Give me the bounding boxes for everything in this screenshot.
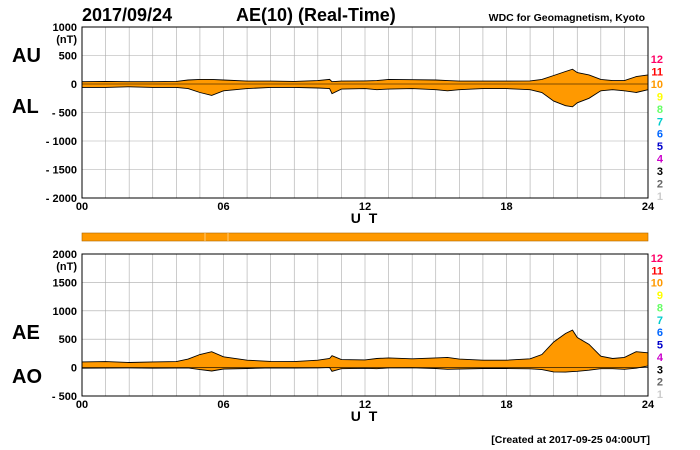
- station-legend-number: 3: [657, 364, 663, 376]
- station-legend-number: 1: [657, 389, 663, 401]
- y-tick-label: 0: [71, 363, 77, 375]
- x-tick-label: 12: [359, 399, 371, 411]
- chart-title: AE(10) (Real-Time): [236, 5, 396, 25]
- station-legend-number: 1: [657, 191, 663, 203]
- created-timestamp: [Created at 2017-09-25 04:00UT]: [491, 434, 650, 446]
- x-tick-label: 18: [500, 399, 512, 411]
- series-line-au: [81, 68, 649, 83]
- x-tick-label: 00: [76, 201, 88, 213]
- station-legend-number: 5: [657, 141, 663, 153]
- station-legend-number: 10: [651, 278, 663, 290]
- y-unit-label: (nT): [56, 261, 77, 273]
- y-tick-label: 0: [71, 79, 77, 91]
- x-tick-label: 12: [359, 201, 371, 213]
- x-axis-label: U T: [351, 210, 380, 226]
- side-label-ae: AE: [12, 322, 40, 344]
- station-bar: [81, 232, 649, 242]
- station-legend-number: 6: [657, 327, 663, 339]
- x-tick-label: 18: [500, 201, 512, 213]
- au-al-fill-area: [82, 69, 648, 107]
- station-legend-number: 5: [657, 340, 663, 352]
- station-legend-number: 11: [651, 265, 663, 277]
- station-legend-number: 4: [657, 352, 664, 364]
- y-tick-label: - 2000: [46, 193, 77, 205]
- source-label: WDC for Geomagnetism, Kyoto: [489, 12, 645, 24]
- y-tick-label: - 500: [52, 391, 77, 403]
- y-tick-label: 500: [59, 334, 77, 346]
- station-legend-number: 7: [657, 315, 663, 327]
- station-legend-number: 12: [651, 54, 663, 66]
- y-tick-label: 500: [59, 51, 77, 63]
- x-tick-label: 06: [217, 201, 229, 213]
- x-tick-label: 06: [217, 399, 229, 411]
- y-unit-label: (nT): [56, 34, 77, 46]
- ae-ao-fill-area: [82, 330, 648, 373]
- station-legend-number: 9: [657, 290, 663, 302]
- x-tick-label: 24: [642, 399, 655, 411]
- station-legend-number: 12: [651, 253, 663, 265]
- station-legend-number: 6: [657, 129, 663, 141]
- au-al-panel: 1000 500 0 - 500 - 1000 - 1500 - 2000 (nT) 00 06 1…: [12, 22, 664, 226]
- station-legend-number: 7: [657, 116, 663, 128]
- plot-frame: [81, 26, 649, 199]
- y-tick-label: - 500: [52, 108, 77, 120]
- side-label-al: AL: [12, 96, 39, 118]
- station-legend-number: 3: [657, 166, 663, 178]
- y-tick-label: - 1500: [46, 165, 77, 177]
- y-tick-label: 2000: [53, 249, 77, 261]
- series-line-ae: [81, 329, 649, 363]
- station-legend-number: 11: [651, 66, 663, 78]
- date-title: 2017/09/24: [82, 5, 172, 25]
- station-legend-number: 9: [657, 91, 663, 103]
- station-legend-number: 4: [657, 154, 664, 166]
- station-legend-number: 8: [657, 104, 663, 116]
- y-tick-label: 1000: [53, 306, 77, 318]
- y-tick-label: 1500: [53, 277, 77, 289]
- station-legend-number: 8: [657, 302, 663, 314]
- x-tick-label: 00: [76, 399, 88, 411]
- station-legend-number: 2: [657, 377, 663, 389]
- plot-frame: [81, 253, 649, 397]
- y-tick-label: 1000: [53, 22, 77, 34]
- x-axis-label: U T: [351, 408, 380, 424]
- side-label-ao: AO: [12, 366, 42, 388]
- station-legend-number: 10: [651, 79, 663, 91]
- y-tick-label: - 1000: [46, 136, 77, 148]
- station-legend-number: 2: [657, 179, 663, 191]
- side-label-au: AU: [12, 45, 41, 67]
- x-tick-label: 24: [642, 201, 655, 213]
- series-line-al: [82, 86, 649, 108]
